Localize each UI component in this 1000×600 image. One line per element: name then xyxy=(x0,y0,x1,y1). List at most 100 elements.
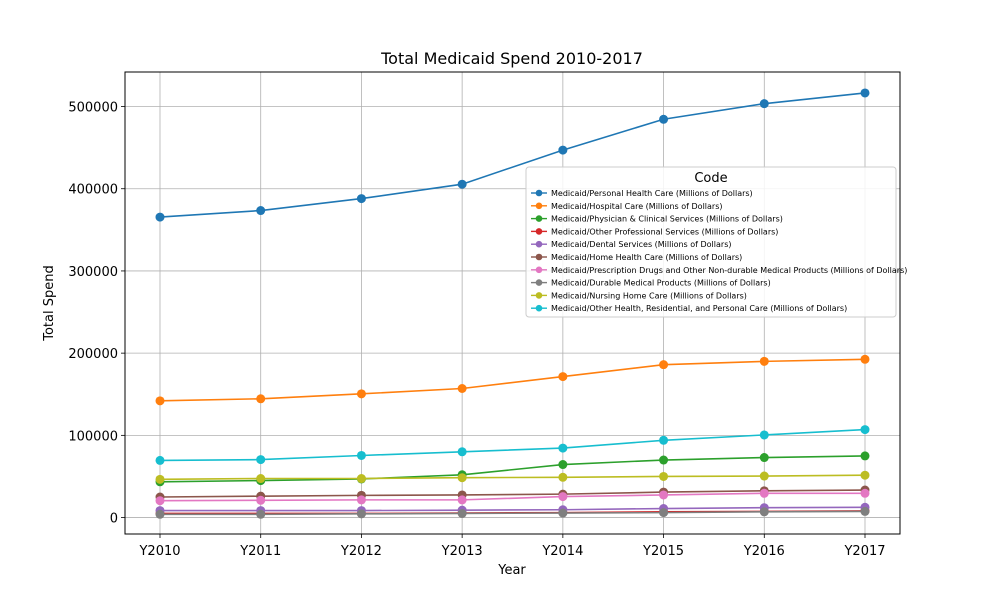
data-point xyxy=(860,354,870,364)
data-point xyxy=(256,474,266,484)
data-point xyxy=(457,473,467,483)
data-point xyxy=(759,507,769,517)
series-group xyxy=(155,470,870,484)
series-line xyxy=(159,455,866,483)
legend-swatch-marker xyxy=(535,304,543,312)
data-point xyxy=(256,509,266,519)
series-line xyxy=(159,474,866,481)
series-line xyxy=(159,358,866,402)
y-axis-ticks: 0 100000 200000 300000 400000 500000 xyxy=(68,101,125,527)
data-point xyxy=(558,145,568,155)
y-tick-label: 200000 xyxy=(68,347,118,362)
data-point xyxy=(759,99,769,109)
x-axis-ticks: Y2010 Y2011 Y2012 Y2013 Y2014 Y2015 Y2016 Y2017 xyxy=(138,534,886,559)
y-tick-label: 300000 xyxy=(68,265,118,280)
legend-entry: Medicaid/Dental Services (Millions of Do… xyxy=(531,240,731,249)
y-axis-title: Total Spend xyxy=(42,265,57,342)
legend-swatch-marker xyxy=(535,215,543,222)
series-line xyxy=(159,428,866,462)
data-point xyxy=(659,435,669,445)
data-point xyxy=(256,394,266,404)
y-tick-label: 400000 xyxy=(68,183,118,198)
x-tick-label: Y2014 xyxy=(541,544,583,559)
legend-entry: Medicaid/Durable Medical Products (Milli… xyxy=(531,279,771,288)
legend-label: Medicaid/Physician & Clinical Services (… xyxy=(551,215,783,224)
plot-frame xyxy=(124,71,901,535)
data-point xyxy=(155,509,165,519)
data-point xyxy=(759,356,769,366)
data-point xyxy=(659,508,669,518)
legend-swatch-marker xyxy=(535,266,543,274)
data-point xyxy=(256,455,266,465)
legend-entry: Medicaid/Home Health Care (Millions of D… xyxy=(531,253,742,262)
data-point xyxy=(860,488,870,498)
legend-swatch-marker xyxy=(535,228,543,235)
series-line xyxy=(159,492,865,502)
data-point xyxy=(356,509,366,519)
y-tick-label: 100000 xyxy=(68,429,118,444)
data-point xyxy=(457,383,467,393)
legend-swatch-marker xyxy=(535,202,543,210)
x-tick-label: Y2013 xyxy=(441,544,483,559)
legend-swatch-marker xyxy=(535,189,543,197)
series-group xyxy=(155,88,870,222)
x-tick-label: Y2011 xyxy=(239,544,281,559)
series-group xyxy=(155,354,870,406)
data-point xyxy=(860,88,870,98)
legend-entry: Medicaid/Other Health, Residential, and … xyxy=(531,304,847,313)
legend-swatch-marker xyxy=(535,253,543,261)
data-point xyxy=(155,474,165,484)
chart-title: Total Medicaid Spend 2010-2017 xyxy=(380,49,643,68)
legend-label: Medicaid/Home Health Care (Millions of D… xyxy=(551,253,742,262)
data-point xyxy=(356,450,366,460)
data-point xyxy=(256,495,266,505)
data-point xyxy=(558,443,568,453)
data-point xyxy=(457,179,467,189)
legend-entry: Medicaid/Other Professional Services (Mi… xyxy=(531,227,778,236)
series-line xyxy=(160,506,866,512)
data-point xyxy=(860,470,870,480)
data-point xyxy=(155,212,165,222)
legend-label: Medicaid/Other Professional Services (Mi… xyxy=(551,227,778,236)
data-point xyxy=(457,495,467,505)
legend-label: Medicaid/Hospital Care (Millions of Doll… xyxy=(551,202,723,211)
series-lines xyxy=(155,88,870,519)
data-point xyxy=(759,453,769,463)
data-point xyxy=(356,194,366,204)
data-point xyxy=(356,495,366,505)
data-point xyxy=(759,430,769,440)
series-group xyxy=(155,488,870,506)
legend-entry: Medicaid/Personal Health Care (Millions … xyxy=(531,189,753,198)
data-point xyxy=(155,396,165,406)
x-tick-label: Y2012 xyxy=(340,544,382,559)
legend-entry: Medicaid/Prescription Drugs and Other No… xyxy=(531,266,907,275)
data-point xyxy=(256,206,266,216)
series-line xyxy=(159,92,866,218)
legend-label: Medicaid/Nursing Home Care (Millions of … xyxy=(551,291,747,300)
series-line xyxy=(160,510,866,516)
series-group xyxy=(155,425,870,465)
legend-label: Medicaid/Other Health, Residential, and … xyxy=(551,304,847,313)
legend: Code Medicaid/Personal Health Care (Mill… xyxy=(525,166,907,318)
legend-label: Medicaid/Durable Medical Products (Milli… xyxy=(551,279,771,288)
x-tick-label: Y2015 xyxy=(642,544,684,559)
data-point xyxy=(659,360,669,370)
y-tick-label: 500000 xyxy=(68,101,118,116)
x-axis-title: Year xyxy=(497,563,526,578)
legend-swatch-marker xyxy=(535,240,543,248)
data-point xyxy=(558,372,568,382)
data-point xyxy=(659,490,669,500)
y-tick-label: 0 xyxy=(110,512,118,527)
data-point xyxy=(558,508,568,518)
data-point xyxy=(659,471,669,481)
legend-entry: Medicaid/Hospital Care (Millions of Doll… xyxy=(531,202,723,211)
legend-label: Medicaid/Dental Services (Millions of Do… xyxy=(551,240,731,249)
x-tick-label: Y2017 xyxy=(843,544,885,559)
data-point xyxy=(356,474,366,484)
data-point xyxy=(860,506,870,516)
data-point xyxy=(457,508,467,518)
x-tick-label: Y2016 xyxy=(743,544,785,559)
data-point xyxy=(457,447,467,457)
